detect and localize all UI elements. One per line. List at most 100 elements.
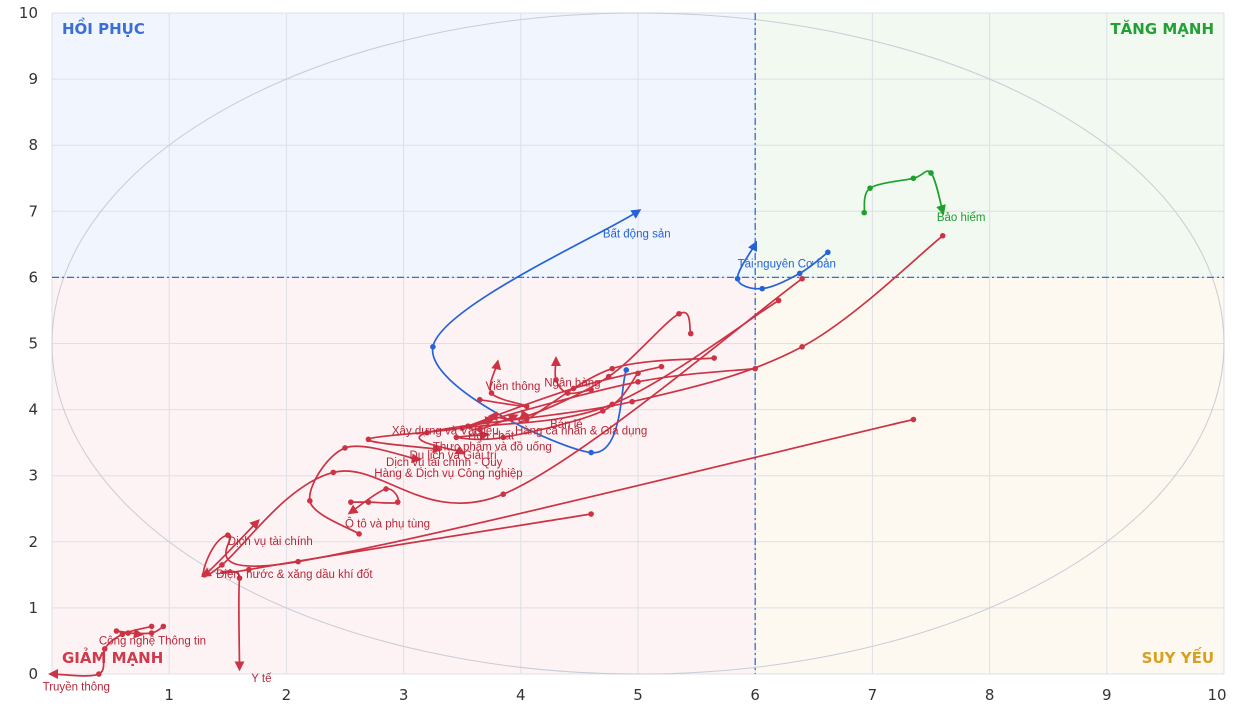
sector-trail-point [101, 646, 108, 652]
sector-trail: Hóa chất [468, 365, 758, 442]
sector-label: Truyền thông [43, 682, 110, 694]
sector-trail-point [465, 423, 471, 429]
y-tick-label: 8 [28, 136, 38, 154]
sector-trail-point [225, 532, 231, 538]
quadrant-label-top-left: HỒI PHỤC [62, 16, 145, 38]
sector-trail-point [799, 344, 805, 350]
sector-trail-point [148, 623, 155, 630]
sector-trail-point [148, 630, 155, 636]
sector-trail-point [201, 572, 208, 578]
quadrant-label-bottom-right: SUY YẾU [1142, 646, 1214, 667]
sector-label: Bất động sản [603, 229, 671, 241]
x-tick-label: 5 [633, 686, 643, 704]
sector-trail: Ngân hàng [544, 356, 601, 396]
sector-trail: Bất động sản [430, 209, 671, 456]
y-tick-label: 0 [28, 665, 38, 683]
sector-trail-point [609, 365, 616, 372]
sector-trail: Viễn thông [476, 359, 541, 410]
sector-trail-point [623, 367, 630, 373]
sector-trail-line [308, 445, 422, 535]
sector-trail: Ô tô và phụ tùng [345, 486, 430, 530]
sector-trail-point [588, 449, 594, 456]
sector-trail-point [658, 363, 665, 370]
sector-trail-point [476, 396, 483, 403]
sector-trails: Bất động sản Tài nguyên Cơ bản Bảo hiểm Tru… [43, 170, 986, 694]
sector-trail-line [550, 356, 592, 395]
sector-trail-point [113, 628, 120, 634]
sector-trail-point [861, 209, 867, 216]
sector-label: Ngân hàng [544, 377, 600, 389]
sector-trail-point [383, 486, 389, 492]
sector-trail-point [365, 499, 372, 505]
x-tick-label: 8 [985, 686, 995, 704]
sector-trail-point [553, 377, 559, 383]
sector-trail-point [500, 434, 507, 441]
sector-trail-point [867, 185, 873, 191]
quadrant-labels: HỒI PHỤC TĂNG MẠNH GIẢM MẠNH SUY YẾU [62, 16, 1214, 667]
sector-trail-point [219, 562, 225, 568]
quadrant-label-bottom-left: GIẢM MẠNH [62, 646, 163, 667]
sector-trail: Bán lẻ [487, 310, 694, 431]
sector-trail-point [928, 170, 934, 176]
sector-trail-point [564, 390, 571, 396]
y-tick-label: 5 [28, 335, 38, 353]
y-tick-label: 7 [28, 202, 38, 220]
x-tick-label: 4 [516, 686, 526, 704]
sector-trail-point [330, 469, 337, 476]
guide-ellipse [51, 12, 1225, 675]
sector-trail-line [432, 209, 642, 454]
x-tick-label: 6 [750, 686, 760, 704]
x-tick-label: 3 [399, 686, 409, 704]
sector-trail: Dịch vụ tài chính [201, 416, 917, 578]
sector-trail-point [295, 558, 301, 565]
y-tick-label: 1 [28, 599, 38, 617]
sector-trail-point [939, 232, 946, 239]
sector-trail-point [523, 413, 530, 420]
sector-trail-point [394, 499, 401, 505]
sector-label: Bảo hiểm [937, 212, 986, 224]
sector-label: Thực phẩm và đồ uống [433, 442, 552, 454]
sector-trail-line [219, 513, 592, 672]
sector-trail: Hàng cá nhân & Gia dụng [515, 355, 717, 438]
axis-tick-labels: 1 2 3 4 5 6 7 8 9 10 0 1 2 3 4 5 6 7 8 9 10 [19, 4, 1227, 704]
sector-label: Tài nguyên Cơ bản [738, 258, 836, 270]
sector-trail-point [453, 434, 460, 441]
sector-trail: Dịch vụ tài chính - Quy [307, 445, 503, 537]
sector-label: Công nghệ Thông tin [99, 635, 206, 647]
sector-trail-point [488, 390, 495, 396]
sector-trail-line [470, 367, 756, 431]
y-tick-label: 3 [28, 467, 38, 485]
sector-trail-line [418, 235, 944, 455]
x-tick-label: 9 [1102, 686, 1112, 704]
sector-label: Điện, nước & xăng dầu khí đốt [216, 569, 373, 581]
sector-trail-point [588, 386, 594, 393]
sector-trail-point [424, 429, 430, 436]
sector-trail-point [825, 249, 831, 256]
sector-trail-point [775, 297, 782, 304]
sector-trail-point [799, 275, 805, 282]
sector-trail: Y tế [219, 511, 594, 685]
sector-trail-point [711, 355, 717, 361]
sector-trail-point [125, 630, 131, 636]
sector-trail-point [910, 175, 917, 182]
y-tick-label: 2 [28, 533, 38, 551]
sector-trail: Công nghệ Thông tin [99, 623, 206, 647]
sector-trail-line [518, 357, 715, 423]
y-tick-label: 6 [28, 268, 38, 286]
sector-trail-point [342, 445, 348, 451]
sector-trail-point [430, 344, 436, 350]
sector-trail-point [752, 365, 758, 372]
y-tick-label: 4 [28, 401, 38, 419]
x-tick-label: 7 [868, 686, 878, 704]
sector-trail: Điện, nước & xăng dầu khí đốt [200, 275, 805, 581]
sector-label: Viễn thông [486, 380, 541, 393]
sector-trail-point [629, 398, 635, 405]
sector-trail-point [96, 671, 102, 677]
sector-trail: Thực phẩm và đồ uống [433, 370, 641, 454]
sector-trail-point [734, 275, 741, 282]
sector-trail-line [479, 359, 528, 408]
sector-trail-point [676, 310, 682, 317]
sector-trail-point [635, 379, 641, 385]
sector-label: Dịch vụ tài chính [228, 536, 313, 548]
